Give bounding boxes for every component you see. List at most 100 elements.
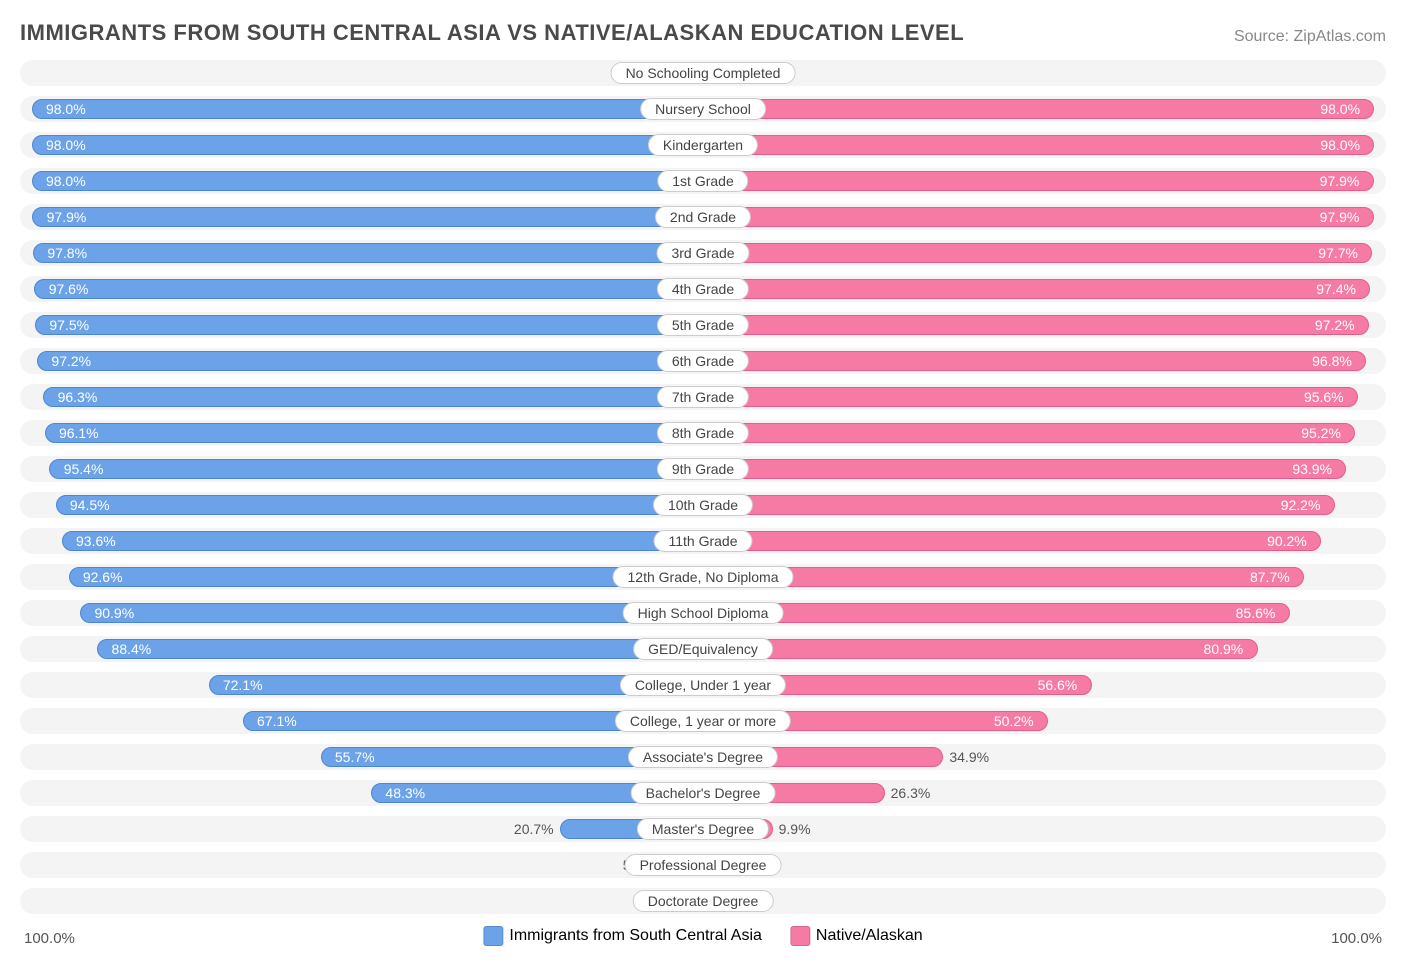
bar-right (703, 207, 1374, 227)
chart-row: 48.3%26.3%Bachelor's Degree (20, 780, 1386, 806)
value-label-left: 20.7% (514, 821, 554, 837)
bar-left (56, 495, 703, 515)
source-label: Source: (1234, 28, 1289, 45)
category-label: Associate's Degree (628, 746, 778, 768)
bar-left (97, 639, 703, 659)
chart-row: 95.4% 93.9% 9th Grade (20, 456, 1386, 482)
chart-source: Source: ZipAtlas.com (1234, 28, 1386, 46)
value-label-left: 97.6% (49, 281, 89, 297)
chart-row: 5.9%3.0%Professional Degree (20, 852, 1386, 878)
value-label-right: 34.9% (949, 749, 989, 765)
value-label-right: 97.9% (1320, 173, 1360, 189)
bar-right (703, 423, 1355, 443)
value-label-left: 93.6% (76, 533, 116, 549)
category-label: 9th Grade (657, 458, 749, 480)
value-label-right: 85.6% (1236, 605, 1276, 621)
value-label-right: 96.8% (1312, 353, 1352, 369)
chart-row: 93.6%90.2%11th Grade (20, 528, 1386, 554)
category-label: 4th Grade (657, 278, 749, 300)
value-label-left: 97.2% (51, 353, 91, 369)
bar-right (703, 171, 1374, 191)
category-label: High School Diploma (623, 602, 784, 624)
value-label-left: 98.0% (46, 173, 86, 189)
chart-row: 98.0%98.0%Nursery School (20, 96, 1386, 122)
value-label-left: 97.8% (47, 245, 87, 261)
bar-right (703, 531, 1321, 551)
value-label-left: 97.9% (47, 209, 87, 225)
value-label-left: 55.7% (335, 749, 375, 765)
chart-footer: 100.0% 100.0% Immigrants from South Cent… (20, 924, 1386, 948)
value-label-right: 56.6% (1038, 677, 1078, 693)
value-label-left: 67.1% (257, 713, 297, 729)
chart-row: 97.2% 96.8% 6th Grade (20, 348, 1386, 374)
chart-row: 97.5%97.2%5th Grade (20, 312, 1386, 338)
value-label-right: 80.9% (1204, 641, 1244, 657)
value-label-left: 98.0% (46, 101, 86, 117)
bar-left (32, 207, 703, 227)
bar-right (703, 459, 1346, 479)
bar-right (703, 243, 1372, 263)
bar-left (34, 279, 703, 299)
category-label: 10th Grade (653, 494, 753, 516)
category-label: 3rd Grade (656, 242, 749, 264)
value-label-left: 88.4% (112, 641, 152, 657)
value-label-left: 72.1% (223, 677, 263, 693)
chart-row: 67.1%50.2%College, 1 year or more (20, 708, 1386, 734)
value-label-left: 94.5% (70, 497, 110, 513)
legend-swatch-left (483, 926, 503, 946)
category-label: 12th Grade, No Diploma (613, 566, 794, 588)
bar-left (62, 531, 703, 551)
value-label-right: 50.2% (994, 713, 1034, 729)
bar-right (703, 315, 1369, 335)
bar-left (35, 315, 703, 335)
legend-swatch-right (790, 926, 810, 946)
value-label-right: 95.6% (1304, 389, 1344, 405)
value-label-left: 90.9% (94, 605, 134, 621)
category-label: Professional Degree (625, 854, 782, 876)
bar-left (37, 351, 703, 371)
category-label: Doctorate Degree (633, 890, 774, 912)
chart-row: 72.1%56.6%College, Under 1 year (20, 672, 1386, 698)
bar-left (45, 423, 703, 443)
bar-left (32, 171, 703, 191)
bar-left (43, 387, 703, 407)
chart-row: 92.6%87.7%12th Grade, No Diploma (20, 564, 1386, 590)
value-label-right: 93.9% (1292, 461, 1332, 477)
chart-row: 55.7% 34.9% Associate's Degree (20, 744, 1386, 770)
chart-row: 97.8%97.7%3rd Grade (20, 240, 1386, 266)
chart-legend: Immigrants from South Central Asia Nativ… (483, 926, 922, 946)
legend-item-left: Immigrants from South Central Asia (483, 926, 762, 946)
chart-row: 98.0%97.9%1st Grade (20, 168, 1386, 194)
chart-row: 97.9% 97.9% 2nd Grade (20, 204, 1386, 230)
category-label: No Schooling Completed (611, 62, 796, 84)
bar-right (703, 135, 1374, 155)
bar-left (32, 99, 703, 119)
category-label: 7th Grade (657, 386, 749, 408)
value-label-right: 95.2% (1301, 425, 1341, 441)
value-label-right: 90.2% (1267, 533, 1307, 549)
value-label-left: 95.4% (64, 461, 104, 477)
chart-row: 96.1% 95.2% 8th Grade (20, 420, 1386, 446)
category-label: Kindergarten (648, 134, 758, 156)
category-label: 8th Grade (657, 422, 749, 444)
category-label: Nursery School (640, 98, 766, 120)
value-label-left: 48.3% (385, 785, 425, 801)
legend-item-right: Native/Alaskan (790, 926, 923, 946)
chart-row: 2.0%2.2%No Schooling Completed (20, 60, 1386, 86)
value-label-left: 96.1% (59, 425, 99, 441)
legend-label-right: Native/Alaskan (816, 927, 923, 945)
category-label: 2nd Grade (655, 206, 751, 228)
bar-left (69, 567, 703, 587)
bar-right (703, 387, 1358, 407)
value-label-right: 97.4% (1316, 281, 1356, 297)
bar-right (703, 603, 1290, 623)
chart-row: 90.9% 85.6% High School Diploma (20, 600, 1386, 626)
bar-right (703, 351, 1366, 371)
chart-row: 96.3%95.6%7th Grade (20, 384, 1386, 410)
bar-left (32, 135, 703, 155)
value-label-right: 97.9% (1320, 209, 1360, 225)
value-label-right: 92.2% (1281, 497, 1321, 513)
legend-label-left: Immigrants from South Central Asia (509, 927, 762, 945)
category-label: Master's Degree (637, 818, 769, 840)
category-label: 6th Grade (657, 350, 749, 372)
